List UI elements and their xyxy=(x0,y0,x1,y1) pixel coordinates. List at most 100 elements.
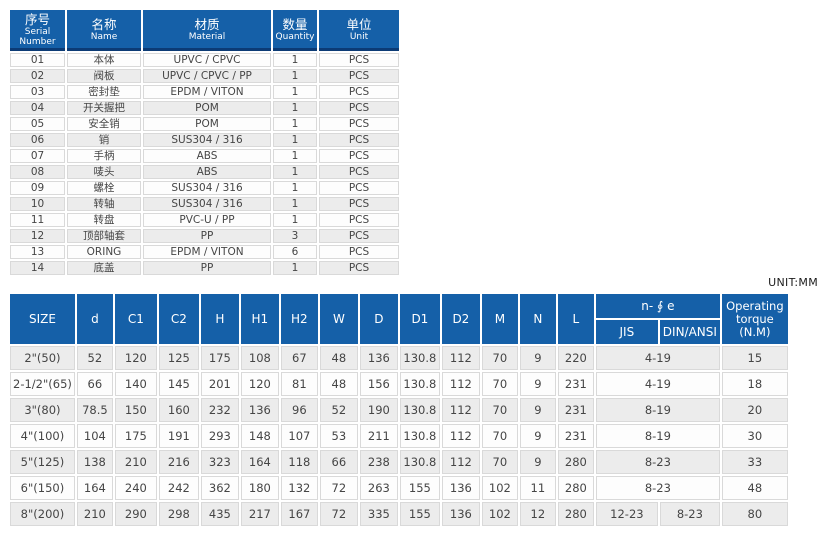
dims-cell: 240 xyxy=(114,476,157,500)
header-label-zh: 数量 xyxy=(282,17,308,32)
parts-table: 序号 Serial Number 名称 Name 材质 Material 数量 … xyxy=(8,8,401,277)
dims-cell-holes-jis: 12-23 xyxy=(595,502,658,526)
dims-cell: 150 xyxy=(114,398,157,422)
dims-cell: 242 xyxy=(158,476,199,500)
dims-cell: 211 xyxy=(359,424,398,448)
parts-cell: 1 xyxy=(273,133,317,147)
dims-cell: 136 xyxy=(441,476,480,500)
dims-cell: 180 xyxy=(240,476,279,500)
dims-cell: 48 xyxy=(319,372,358,396)
parts-cell: 1 xyxy=(273,53,317,67)
dims-cell: 140 xyxy=(114,372,157,396)
dims-cell: 78.5 xyxy=(76,398,113,422)
parts-table-row: 12 顶部轴套 PP 3 PCS xyxy=(10,229,399,243)
parts-cell: PCS xyxy=(319,101,399,115)
dims-cell: 164 xyxy=(240,450,279,474)
dims-cell: 9 xyxy=(519,346,556,370)
parts-table-row: 11 转盘 PVC-U / PP 1 PCS xyxy=(10,213,399,227)
parts-header-unit: 单位 Unit xyxy=(319,10,399,51)
parts-cell: 本体 xyxy=(67,53,141,67)
dims-cell: 323 xyxy=(200,450,239,474)
dimensions-table-container: SIZE d C1 C2 H H1 H2 W D D1 D2 M N L n- … xyxy=(8,292,790,528)
parts-cell: PP xyxy=(143,229,271,243)
dims-cell: 112 xyxy=(441,398,480,422)
dims-cell: 231 xyxy=(557,424,594,448)
dims-cell: 102 xyxy=(481,502,518,526)
dims-header-d: d xyxy=(76,294,113,344)
parts-cell: 03 xyxy=(10,85,65,99)
parts-cell: PCS xyxy=(319,229,399,243)
dimensions-table-row: 5"(125) 138 210 216 323 164 118 66 238 130.8 112 70… xyxy=(10,450,788,474)
parts-cell: 1 xyxy=(273,165,317,179)
dims-header-d2: D2 xyxy=(441,294,480,344)
dims-cell: 107 xyxy=(280,424,318,448)
dims-cell-torque: 33 xyxy=(721,450,788,474)
parts-cell: ABS xyxy=(143,165,271,179)
dimensions-table: SIZE d C1 C2 H H1 H2 W D D1 D2 M N L n- … xyxy=(8,292,790,528)
dims-cell: 136 xyxy=(240,398,279,422)
dims-header-jis: JIS xyxy=(595,320,658,344)
dims-cell-torque: 48 xyxy=(721,476,788,500)
dims-cell-holes: 8-19 xyxy=(595,424,720,448)
parts-cell: ABS xyxy=(143,149,271,163)
dims-header-c1: C1 xyxy=(114,294,157,344)
dims-header-operating-torque: Operating torque (N.M) xyxy=(721,294,788,344)
dims-cell: 66 xyxy=(319,450,358,474)
dims-header-d1: D1 xyxy=(399,294,440,344)
header-label-en: Quantity xyxy=(275,32,315,42)
dims-cell: 220 xyxy=(557,346,594,370)
dims-cell: 81 xyxy=(280,372,318,396)
dims-cell: 120 xyxy=(114,346,157,370)
parts-cell: PCS xyxy=(319,197,399,211)
parts-header-material: 材质 Material xyxy=(143,10,271,51)
header-label-en: Serial Number xyxy=(19,27,56,47)
dims-cell: 8"(200) xyxy=(10,502,75,526)
dims-cell: 138 xyxy=(76,450,113,474)
dims-cell: 70 xyxy=(481,346,518,370)
header-label-zh: 序号 xyxy=(24,12,50,27)
dimensions-table-row: 2"(50) 52 120 125 175 108 67 48 136 130.8 112 70 9 22… xyxy=(10,346,788,370)
dims-cell: 362 xyxy=(200,476,239,500)
dims-cell: 112 xyxy=(441,424,480,448)
dims-cell: 125 xyxy=(158,346,199,370)
header-label-en: Name xyxy=(90,32,118,42)
parts-cell: 顶部轴套 xyxy=(67,229,141,243)
dims-cell: 11 xyxy=(519,476,556,500)
dims-cell: 232 xyxy=(200,398,239,422)
parts-table-row: 01 本体 UPVC / CPVC 1 PCS xyxy=(10,53,399,67)
dims-cell: 280 xyxy=(557,476,594,500)
dims-cell: 5"(125) xyxy=(10,450,75,474)
parts-cell: 1 xyxy=(273,197,317,211)
dims-cell: 191 xyxy=(158,424,199,448)
dims-cell-torque: 20 xyxy=(721,398,788,422)
parts-cell: 底盖 xyxy=(67,261,141,275)
dims-cell: 175 xyxy=(114,424,157,448)
dims-cell: 293 xyxy=(200,424,239,448)
parts-cell: 01 xyxy=(10,53,65,67)
dims-cell: 52 xyxy=(76,346,113,370)
parts-cell: POM xyxy=(143,101,271,115)
parts-cell: 3 xyxy=(273,229,317,243)
dims-header-din-ansi: DIN/ANSI xyxy=(659,320,720,344)
parts-cell: PCS xyxy=(319,85,399,99)
dims-cell: 12 xyxy=(519,502,556,526)
parts-cell: 销 xyxy=(67,133,141,147)
parts-cell: 07 xyxy=(10,149,65,163)
parts-cell: 06 xyxy=(10,133,65,147)
parts-cell: 13 xyxy=(10,245,65,259)
parts-table-row: 03 密封垫 EPDM / VITON 1 PCS xyxy=(10,85,399,99)
dims-cell: 210 xyxy=(114,450,157,474)
dimensions-table-row: 6"(150) 164 240 242 362 180 132 72 263 155 136 102 1… xyxy=(10,476,788,500)
parts-cell: SUS304 / 316 xyxy=(143,133,271,147)
parts-cell: PCS xyxy=(319,53,399,67)
parts-cell: 转轴 xyxy=(67,197,141,211)
dims-cell: 3"(80) xyxy=(10,398,75,422)
dims-cell-torque: 18 xyxy=(721,372,788,396)
parts-cell: SUS304 / 316 xyxy=(143,197,271,211)
dims-header-h2: H2 xyxy=(280,294,318,344)
parts-cell: 05 xyxy=(10,117,65,131)
dims-cell: 118 xyxy=(280,450,318,474)
dims-cell: 9 xyxy=(519,398,556,422)
parts-cell: PCS xyxy=(319,165,399,179)
